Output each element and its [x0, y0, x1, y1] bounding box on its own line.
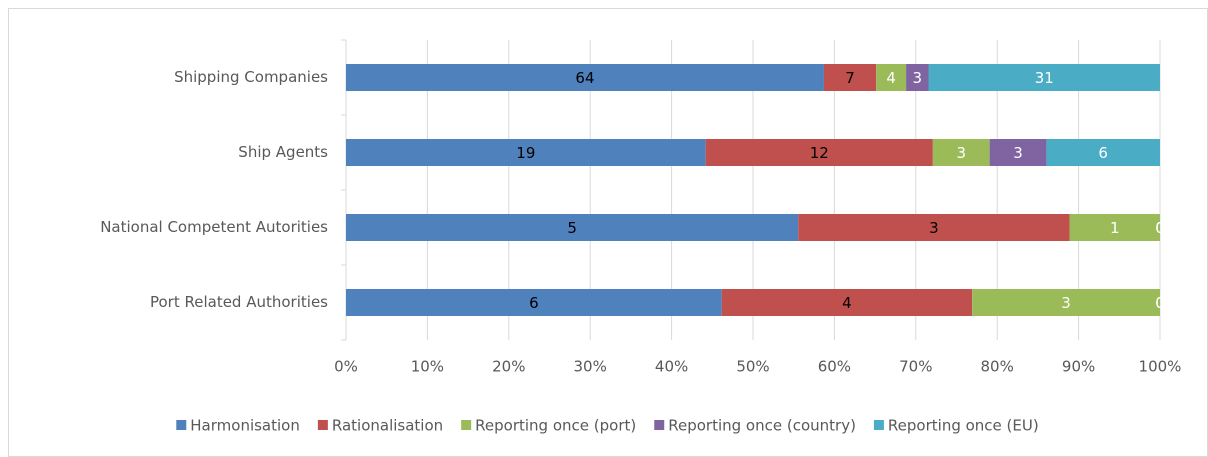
bar-segment: [346, 139, 706, 166]
value-label: 3: [1061, 294, 1071, 312]
value-label: 64: [575, 69, 594, 87]
value-label: 3: [1013, 144, 1023, 162]
legend-label: Harmonisation: [190, 417, 300, 435]
bar-segment: [346, 64, 824, 91]
y-tick-label: Port Related Authorities: [150, 293, 328, 311]
value-label: 0: [1155, 219, 1165, 237]
legend-swatch: [461, 420, 472, 430]
x-tick-label: 40%: [655, 358, 688, 376]
bar-segment: [972, 289, 1160, 316]
legend-label: Rationalisation: [332, 417, 443, 435]
legend-label: Reporting once (country): [668, 417, 856, 435]
value-label: 1: [1110, 219, 1120, 237]
y-tick-label: National Competent Autorities: [100, 218, 328, 236]
value-label: 0: [1155, 294, 1165, 312]
bar-segment: [989, 139, 1047, 166]
value-label: 5: [567, 219, 577, 237]
bar-segment: [906, 64, 929, 91]
value-label: 3: [929, 219, 939, 237]
value-label: 19: [516, 144, 535, 162]
bar-segment: [1046, 139, 1160, 166]
value-label: 4: [842, 294, 852, 312]
y-tick-label: Shipping Companies: [174, 68, 328, 86]
value-label: 31: [1035, 69, 1054, 87]
legend-swatch: [176, 420, 187, 430]
value-label: 3: [956, 144, 966, 162]
x-tick-label: 70%: [899, 358, 932, 376]
bar-segment: [721, 289, 973, 316]
bar-segment: [346, 289, 722, 316]
value-label: 6: [529, 294, 539, 312]
legend-label: Reporting once (port): [475, 417, 636, 435]
value-label: 0: [1155, 219, 1165, 237]
bar-segment: [705, 139, 933, 166]
value-label: 3: [913, 69, 923, 87]
bar-segment: [1069, 214, 1160, 241]
legend-swatch: [317, 420, 328, 430]
value-label: 6: [1098, 144, 1108, 162]
y-tick-label: Ship Agents: [238, 143, 328, 161]
bar-segment: [823, 64, 877, 91]
x-tick-label: 0%: [334, 358, 358, 376]
legend-swatch: [654, 420, 665, 430]
x-tick-label: 100%: [1139, 358, 1182, 376]
value-label: 7: [845, 69, 855, 87]
legend-swatch: [873, 420, 884, 430]
x-tick-label: 20%: [492, 358, 525, 376]
value-label: 4: [886, 69, 896, 87]
value-label: 0: [1155, 294, 1165, 312]
value-label: 12: [810, 144, 829, 162]
x-tick-label: 80%: [981, 358, 1014, 376]
x-tick-label: 50%: [736, 358, 769, 376]
legend-label: Reporting once (EU): [888, 417, 1039, 435]
x-tick-label: 10%: [411, 358, 444, 376]
bar-segment: [932, 139, 990, 166]
bar-segment: [798, 214, 1070, 241]
x-tick-label: 60%: [818, 358, 851, 376]
bar-segment: [876, 64, 907, 91]
bar-segment: [346, 214, 799, 241]
bar-segment: [928, 64, 1160, 91]
x-tick-label: 30%: [574, 358, 607, 376]
x-tick-label: 90%: [1062, 358, 1095, 376]
